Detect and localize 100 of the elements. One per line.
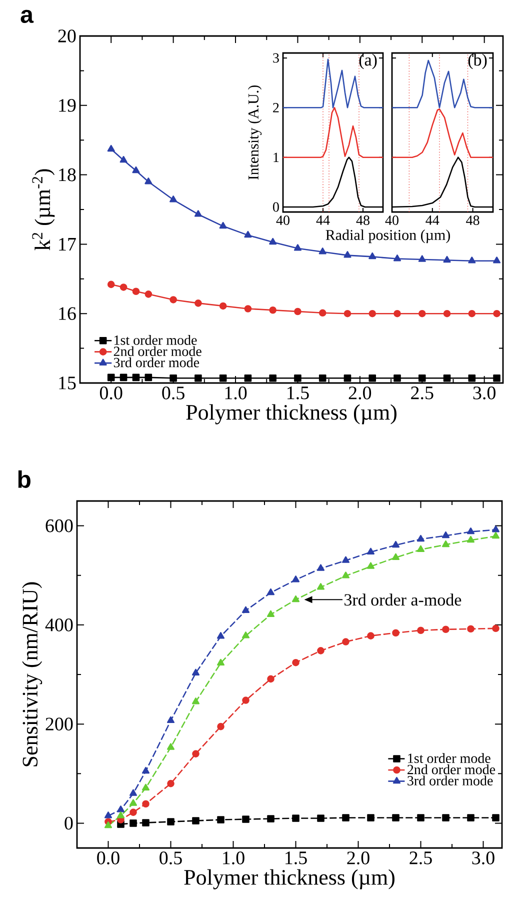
point (416, 534, 425, 542)
y-tick-label: 16 (59, 307, 76, 320)
y-tick-label: 18 (59, 168, 76, 182)
y-axis-title: Intensity (A.U.) (248, 85, 262, 180)
point (493, 256, 501, 264)
point (104, 821, 112, 828)
point (242, 816, 250, 823)
point (394, 310, 401, 318)
x-tick-label: 3.0 (472, 852, 494, 864)
point (166, 743, 175, 750)
point (394, 374, 401, 382)
point (417, 626, 424, 634)
y-tick-label: 17 (59, 238, 76, 250)
point (392, 814, 400, 822)
point (132, 288, 140, 296)
y-tick-label: 200 (46, 718, 73, 730)
chart-title: (b) (468, 54, 487, 70)
legend-label: 2nd order mode (114, 346, 202, 356)
x-tick-label: 48 (356, 216, 370, 225)
point (342, 556, 350, 563)
point (144, 374, 152, 382)
point (292, 814, 300, 822)
point (219, 222, 227, 229)
point (129, 799, 138, 806)
point (292, 595, 300, 602)
point (217, 722, 224, 730)
point (368, 374, 376, 382)
point (368, 252, 376, 260)
point (144, 290, 152, 298)
point (120, 156, 128, 163)
point (443, 256, 451, 263)
point (107, 374, 115, 382)
point (144, 177, 152, 184)
x-tick-label: 0.5 (162, 386, 184, 400)
point (392, 629, 400, 637)
point (170, 296, 177, 304)
x-tick-label: 2.5 (411, 386, 434, 400)
point (316, 583, 325, 590)
point (194, 300, 202, 307)
chart-title: (a) (359, 54, 377, 70)
legend-label: 3rd order mode (114, 357, 200, 368)
point (130, 808, 137, 816)
point (317, 814, 324, 822)
point (468, 310, 476, 318)
x-tick-label: 2.0 (347, 852, 370, 864)
point (292, 658, 300, 666)
point (467, 625, 474, 633)
point (493, 374, 500, 382)
point (192, 750, 200, 758)
point (116, 812, 125, 818)
point (318, 248, 326, 254)
point (267, 675, 274, 683)
y-tick-label: 2 (273, 103, 279, 112)
y-tick-label: 19 (59, 99, 76, 112)
point (468, 374, 476, 382)
point (130, 820, 137, 827)
legend-label: 1st order mode (408, 753, 490, 764)
point (418, 255, 426, 262)
x-axis-title: Radial position (µm) (326, 230, 450, 244)
point (416, 545, 425, 552)
point (219, 374, 227, 382)
point (442, 814, 450, 822)
annotation: 3rd order a-mode (344, 594, 462, 606)
point (244, 374, 252, 382)
x-tick-label: 1.5 (288, 386, 309, 400)
y-tick-label: 1 (274, 152, 279, 162)
point (442, 540, 450, 548)
point (167, 780, 174, 788)
x-tick-label: 0.0 (100, 386, 122, 400)
point (294, 244, 302, 251)
point (443, 374, 451, 382)
point (466, 527, 475, 534)
point (392, 540, 400, 548)
point (466, 536, 475, 543)
point (107, 280, 115, 288)
y-axis-title: k$^{2}$ (µm$^{-2}$) (32, 169, 55, 250)
point (244, 230, 252, 238)
point (366, 548, 375, 555)
y-tick-label: 15 (59, 376, 76, 390)
point (120, 374, 128, 382)
x-tick-label: 2.0 (348, 386, 372, 400)
point (269, 306, 276, 314)
point (217, 816, 224, 824)
point (192, 698, 200, 704)
x-tick-label: 48 (466, 216, 480, 225)
point (194, 210, 202, 217)
y-tick-label: 0 (273, 202, 279, 212)
point (170, 374, 177, 382)
point (467, 814, 474, 822)
point (219, 302, 227, 310)
point (418, 374, 426, 382)
point (192, 817, 200, 824)
point (129, 789, 138, 796)
point (292, 576, 300, 582)
point (442, 531, 450, 538)
x-axis-title: Polymer thickness (µm) (186, 404, 396, 424)
point (417, 814, 424, 822)
x-tick-label: 1.0 (225, 386, 247, 400)
point (392, 553, 400, 560)
point (242, 696, 250, 704)
